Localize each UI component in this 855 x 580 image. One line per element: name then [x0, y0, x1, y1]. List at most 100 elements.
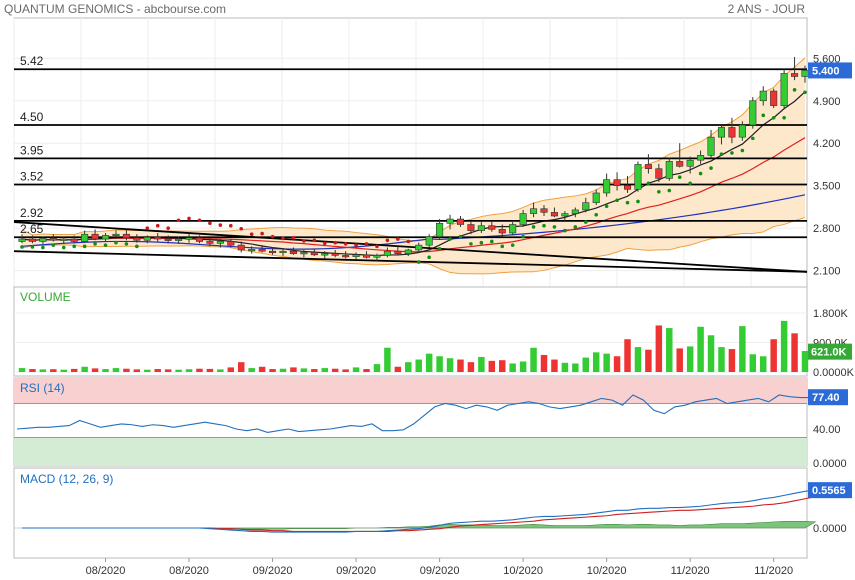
candle-body	[488, 225, 496, 230]
volume-bar	[676, 348, 683, 372]
candle-body	[634, 164, 642, 190]
sar-dot	[604, 204, 609, 209]
sar-dot	[396, 237, 400, 241]
volume-bar	[81, 366, 88, 372]
sar-dot	[155, 223, 160, 228]
macd-title: MACD (12, 26, 9)	[20, 472, 113, 486]
volume-bar	[457, 359, 464, 372]
sar-dot	[270, 234, 275, 239]
candle-body	[321, 253, 329, 256]
sar-dot	[625, 200, 630, 205]
candle-body	[498, 229, 506, 234]
candle-body	[582, 202, 590, 211]
volume-bar	[519, 361, 527, 372]
candle-body	[665, 161, 673, 179]
volume-bar	[666, 328, 673, 372]
x-tick-label: 08/2020	[86, 565, 126, 577]
sar-dot	[594, 212, 598, 217]
candle-body	[561, 213, 569, 217]
rsi-panel: RSI (14) 40.00 0.0000 77.40	[13, 377, 848, 470]
candle-body	[592, 192, 600, 203]
sar-dot	[448, 237, 452, 241]
candle-body	[676, 161, 684, 167]
candle-body	[571, 209, 579, 214]
sar-dot	[657, 189, 661, 194]
current-volume-tag	[808, 343, 852, 360]
candle-body	[39, 238, 47, 242]
x-tick-label: 08/2020	[169, 565, 209, 577]
sar-dot	[531, 225, 536, 229]
volume-bar	[540, 354, 548, 372]
candle-body	[603, 179, 611, 194]
candle-body	[404, 249, 412, 254]
candle-body	[415, 244, 423, 251]
price-tick-label: 3.500	[813, 181, 841, 193]
volume-bar	[373, 364, 381, 372]
sar-dot	[437, 246, 442, 251]
candle-body	[425, 236, 433, 246]
sar-dot	[354, 243, 358, 247]
candle-body	[697, 155, 705, 161]
volume-bar	[655, 325, 663, 372]
macd-line	[22, 489, 816, 533]
volume-bar	[530, 347, 537, 372]
candle-body	[342, 255, 350, 258]
candle-body	[707, 136, 715, 156]
candle-body	[456, 218, 465, 225]
volume-bar	[603, 353, 610, 372]
sar-dot	[229, 223, 233, 228]
volume-bar	[279, 368, 287, 372]
sar-dot	[719, 152, 724, 156]
sar-dot	[563, 228, 567, 233]
volume-bar	[311, 369, 318, 372]
volume-tick-label: 1.800K	[813, 308, 849, 320]
candle-body	[216, 241, 224, 244]
candle-body	[206, 241, 214, 244]
price-panel: 5.42 4.50 3.95 3.52 2.92 2.65 5.600 4.900 4.200 3…	[13, 17, 852, 288]
sar-dot	[761, 113, 766, 118]
price-tick-label: 2.800	[813, 223, 841, 235]
rsi-oversold-zone	[14, 437, 807, 466]
volume-bar	[634, 347, 642, 372]
sar-dot	[771, 115, 776, 120]
rsi-tick-label: 40.00	[813, 424, 841, 436]
volume-bar	[760, 356, 767, 372]
volume-bar	[300, 368, 308, 372]
candle-body	[101, 235, 110, 240]
sar-dot	[385, 238, 390, 243]
volume-bar	[363, 369, 370, 372]
volume-bar	[91, 368, 99, 372]
sar-dot	[406, 239, 411, 244]
sar-dot	[364, 242, 369, 246]
candle-body	[394, 250, 402, 254]
sar-dot	[542, 223, 546, 228]
level-label: 3.52	[20, 169, 44, 183]
candle-body	[310, 252, 318, 256]
volume-bar	[154, 369, 161, 372]
candle-body	[91, 233, 99, 240]
volume-bar	[352, 367, 360, 372]
candle-body	[248, 249, 256, 252]
volume-bar	[405, 362, 412, 372]
sar-dot	[782, 115, 786, 120]
level-label: 2.92	[20, 206, 44, 220]
candle-body	[686, 159, 694, 167]
volume-bar	[394, 366, 402, 372]
volume-bar	[770, 339, 777, 372]
candle-body	[644, 164, 652, 169]
candle-body	[70, 238, 78, 242]
candle-body	[60, 238, 68, 241]
period-label: 2 ANS - JOUR	[727, 2, 805, 16]
volume-bar	[697, 326, 704, 372]
sar-dot	[636, 199, 640, 204]
volume-bar	[258, 366, 266, 372]
sar-dot	[51, 243, 56, 247]
volume-bar	[780, 320, 788, 372]
candle-body	[49, 238, 57, 241]
candle-body	[112, 233, 120, 237]
volume-bar	[70, 368, 78, 372]
current-rsi-tag	[808, 389, 848, 406]
sar-dot	[510, 243, 515, 247]
sar-dot	[30, 245, 35, 249]
candle-body	[749, 100, 757, 126]
